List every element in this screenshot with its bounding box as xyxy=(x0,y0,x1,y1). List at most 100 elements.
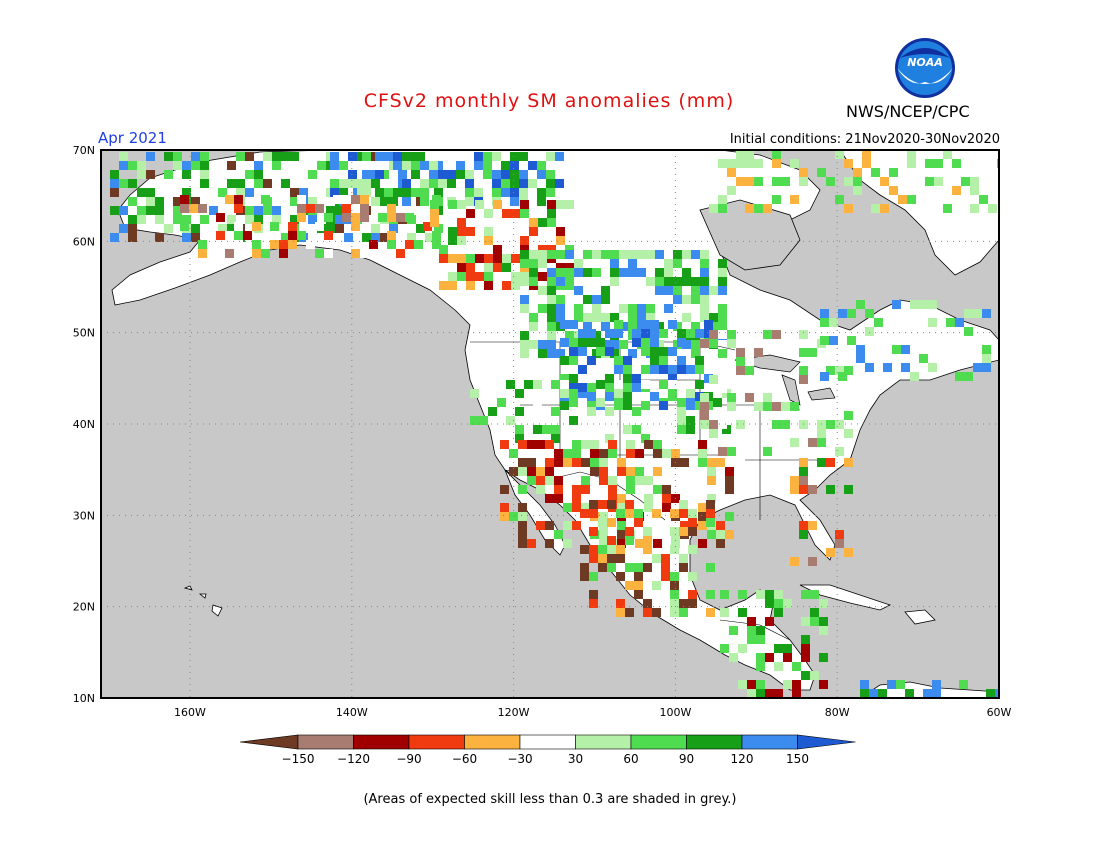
anomaly-cell xyxy=(601,295,610,304)
anomaly-cell xyxy=(835,150,844,159)
anomaly-cell xyxy=(774,644,783,653)
anomaly-cell xyxy=(528,161,537,170)
anomaly-cell xyxy=(502,254,511,263)
anomaly-cell xyxy=(907,195,916,204)
anomaly-cell xyxy=(551,380,560,389)
anomaly-cell xyxy=(411,170,420,179)
anomaly-cell xyxy=(554,485,563,494)
anomaly-cell xyxy=(315,249,324,258)
anomaly-cell xyxy=(709,429,718,438)
anomaly-cell xyxy=(119,206,128,215)
anomaly-cell xyxy=(589,527,598,536)
anomaly-cell xyxy=(650,392,659,401)
anomaly-cell xyxy=(682,313,691,322)
anomaly-cell xyxy=(279,240,288,249)
anomaly-cell xyxy=(590,467,599,476)
anomaly-cell xyxy=(492,179,501,188)
anomaly-cell xyxy=(605,392,614,401)
anomaly-cell xyxy=(506,380,515,389)
anomaly-cell xyxy=(722,425,731,434)
anomaly-cell xyxy=(801,644,810,653)
map-title: CFSv2 monthly SM anomalies (mm) xyxy=(363,90,735,112)
anomaly-cell xyxy=(808,438,817,447)
anomaly-cell xyxy=(862,150,871,159)
anomaly-cell xyxy=(565,200,574,209)
anomaly-cell xyxy=(650,338,659,347)
anomaly-cell xyxy=(625,536,634,545)
anomaly-cell xyxy=(563,521,572,530)
anomaly-cell xyxy=(509,467,518,476)
anomaly-cell xyxy=(729,653,738,662)
anomaly-cell xyxy=(605,329,614,338)
anomaly-cell xyxy=(529,250,538,259)
anomaly-cell xyxy=(659,380,668,389)
anomaly-cell xyxy=(599,476,608,485)
anomaly-cell xyxy=(511,209,520,218)
anomaly-cell xyxy=(500,440,509,449)
anomaly-cell xyxy=(596,398,605,407)
anomaly-cell xyxy=(659,347,668,356)
colorbar-segment xyxy=(630,734,687,750)
anomaly-cell xyxy=(339,161,348,170)
anomaly-cell xyxy=(716,530,725,539)
anomaly-cell xyxy=(420,188,429,197)
anomaly-cell xyxy=(982,345,991,354)
anomaly-cell xyxy=(592,295,601,304)
anomaly-cell xyxy=(439,281,448,290)
anomaly-cell xyxy=(227,215,236,224)
anomaly-cell xyxy=(529,268,538,277)
anomaly-cell xyxy=(578,383,587,392)
anomaly-cell xyxy=(616,572,625,581)
anomaly-cell xyxy=(518,512,527,521)
anomaly-cell xyxy=(297,195,306,204)
anomaly-cell xyxy=(626,449,635,458)
anomaly-cell xyxy=(290,188,299,197)
anomaly-cell xyxy=(704,329,713,338)
colorbar-tick-label: −60 xyxy=(452,752,477,766)
anomaly-cell xyxy=(670,608,679,617)
anomaly-cell xyxy=(537,197,546,206)
anomaly-cell xyxy=(189,204,198,213)
anomaly-cell xyxy=(457,218,466,227)
lon-label: 160W xyxy=(174,706,206,719)
anomaly-cell xyxy=(801,671,810,680)
anomaly-cell xyxy=(569,338,578,347)
anomaly-cell xyxy=(632,329,641,338)
anomaly-cell xyxy=(563,449,572,458)
anomaly-cell xyxy=(236,179,245,188)
anomaly-cell xyxy=(817,411,826,420)
anomaly-cell xyxy=(668,380,677,389)
anomaly-cell xyxy=(610,340,619,349)
anomaly-cell xyxy=(146,197,155,206)
anomaly-cell xyxy=(756,653,765,662)
anomaly-cell xyxy=(545,458,554,467)
anomaly-cell xyxy=(626,440,635,449)
anomaly-cell xyxy=(420,179,429,188)
anomaly-cell xyxy=(254,170,263,179)
anomaly-cell xyxy=(871,168,880,177)
anomaly-cell xyxy=(783,653,792,662)
anomaly-cell xyxy=(457,263,466,272)
anomaly-cell xyxy=(686,389,695,398)
anomaly-cell xyxy=(537,170,546,179)
anomaly-cell xyxy=(677,416,686,425)
anomaly-cell xyxy=(475,272,484,281)
anomaly-cell xyxy=(686,329,695,338)
anomaly-cell xyxy=(668,320,677,329)
anomaly-cell xyxy=(625,509,634,518)
anomaly-cell xyxy=(407,233,416,242)
anomaly-cell xyxy=(402,161,411,170)
anomaly-cell xyxy=(686,365,695,374)
anomaly-cell xyxy=(829,318,838,327)
anomaly-cell xyxy=(173,197,182,206)
anomaly-cell xyxy=(844,548,853,557)
anomaly-cell xyxy=(466,281,475,290)
anomaly-cell xyxy=(664,268,673,277)
anomaly-cell xyxy=(619,304,628,313)
anomaly-cell xyxy=(652,554,661,563)
anomaly-cell xyxy=(484,236,493,245)
anomaly-cell xyxy=(484,263,493,272)
anomaly-cell xyxy=(869,689,878,698)
anomaly-cell xyxy=(180,195,189,204)
anomaly-cell xyxy=(353,179,362,188)
